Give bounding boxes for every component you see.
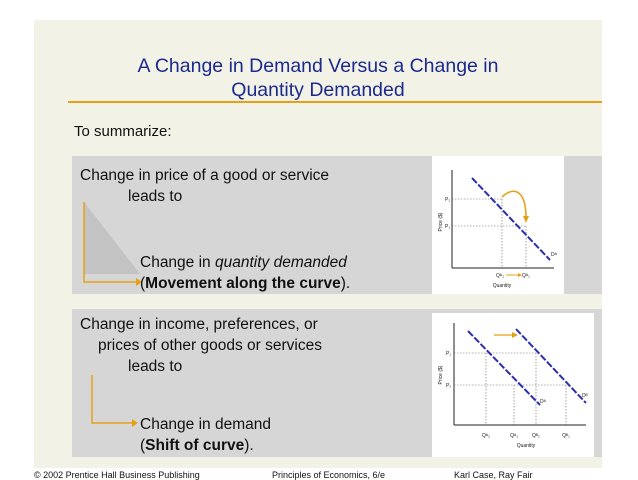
graph2-p1-label: P₁ <box>446 351 451 357</box>
graph1-movement-arrow <box>501 190 527 219</box>
graph2-demand-curve-a <box>467 330 541 406</box>
slide: A Change in Demand Versus a Change in Qu… <box>34 20 602 480</box>
demand-shift-panel: Change in income, preferences, or prices… <box>72 309 602 457</box>
movement-along-curve-graph: Price ($) P₂ P₁ Dᴬ Qᴬ₂ Qᴬ₁ Quantity <box>432 156 564 294</box>
graph2-svg: Price ($) P₁ P₂ Dᴬ Dᴮ Qᴬ₂ Qᴬ₁ Qᴮ₂ <box>438 323 588 449</box>
panel1-result-line1: Change in quantity demanded <box>140 253 347 272</box>
graph1-q1-label: Qᴬ₁ <box>522 273 530 279</box>
panel2-result-line1: Change in demand <box>140 416 271 433</box>
graph2-qb2-label: Qᴮ₂ <box>532 433 540 439</box>
panel2-line2: prices of other goods or services <box>98 337 322 354</box>
graph1-q-arrowhead <box>518 273 522 277</box>
graph1-svg: Price ($) P₂ P₁ Dᴬ Qᴬ₂ Qᴬ₁ Quantity <box>438 170 558 289</box>
panel2-result-line2: (Shift of curve). <box>140 436 254 455</box>
graph1-demand-curve <box>471 177 551 261</box>
intro-text: To summarize: <box>74 123 172 140</box>
slide-title: A Change in Demand Versus a Change in Qu… <box>34 54 602 102</box>
movement-along-curve-text: Movement along the curve <box>145 275 341 292</box>
graph2-curve-b-label: Dᴮ <box>582 393 588 399</box>
panel1-result-prefix: Change in <box>140 254 215 271</box>
shift-of-curve-text: Shift of curve <box>145 437 245 454</box>
graph1-xlabel: Quantity <box>493 283 512 289</box>
demand-shift-graph: Price ($) P₁ P₂ Dᴬ Dᴮ Qᴬ₂ Qᴬ₁ Qᴮ₂ <box>432 313 594 457</box>
footer-copyright: © 2002 Prentice Hall Business Publishing <box>34 470 200 480</box>
graph2-shift-arrowhead <box>512 332 518 338</box>
panel1-line2: leads to <box>128 188 183 205</box>
graph1-ylabel: Price ($) <box>438 212 444 231</box>
graph2-qa1-label: Qᴬ₁ <box>510 433 518 439</box>
graph2-qb1-label: Qᴮ₁ <box>562 433 570 439</box>
graph2-demand-curve-b <box>515 328 587 404</box>
panel1-close-paren: ). <box>340 275 351 292</box>
panel2-line1: Change in income, preferences, or <box>80 316 318 333</box>
title-line-1: A Change in Demand Versus a Change in <box>137 55 499 77</box>
graph2-curve-a-label: Dᴬ <box>540 399 547 405</box>
price-change-panel: Change in price of a good or service lea… <box>72 156 602 294</box>
title-line-2: Quantity Demanded <box>231 79 405 101</box>
panel2-line3: leads to <box>128 358 183 375</box>
footer-book: Principles of Economics, 6/e <box>272 470 386 480</box>
graph1-movement-arrowhead <box>523 216 529 223</box>
footer-authors: Karl Case, Ray Fair <box>454 470 533 480</box>
quantity-demanded-text: quantity demanded <box>214 254 347 271</box>
graph1-curve-label: Dᴬ <box>551 252 558 258</box>
graph2-xlabel: Quantity <box>517 443 536 449</box>
graph1-q2-label: Qᴬ₂ <box>496 273 504 279</box>
panel1-line1: Change in price of a good or service <box>80 167 330 184</box>
panel1-bracket-arrow <box>83 202 142 286</box>
panel2-close-paren: ). <box>244 437 254 454</box>
graph2-ylabel: Price ($) <box>438 365 444 384</box>
panel1-open-paren: ( <box>140 275 146 292</box>
panel-divider <box>72 294 602 296</box>
graph2-qa2-label: Qᴬ₂ <box>482 433 490 439</box>
panel1-result-line2: (Movement along the curve). <box>140 274 350 293</box>
panel2-open-paren: ( <box>140 437 146 454</box>
panel2-bracket-arrow <box>91 375 138 427</box>
graph2-p2-label: P₂ <box>446 383 451 389</box>
title-underline <box>68 101 602 103</box>
graph1-p2-label: P₂ <box>445 197 450 203</box>
graph1-p1-label: P₁ <box>445 224 450 230</box>
